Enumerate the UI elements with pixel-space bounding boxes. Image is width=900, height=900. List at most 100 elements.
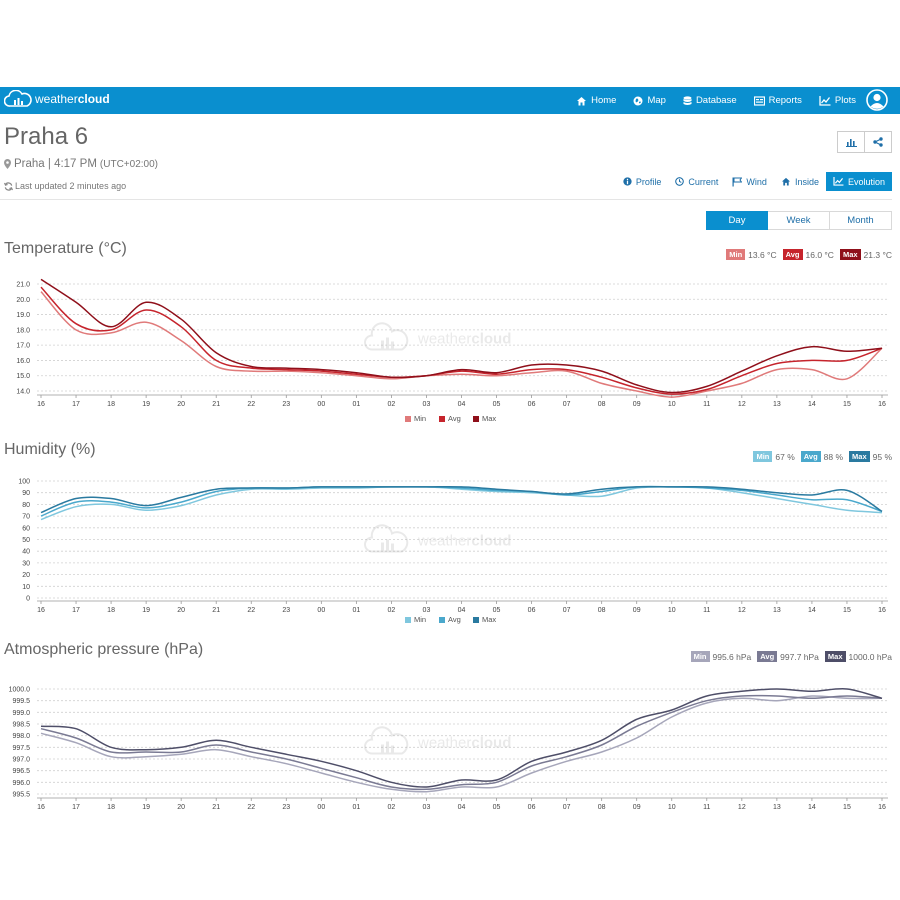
header-divider	[0, 199, 892, 200]
watermark-text-light: weather	[417, 533, 471, 550]
temp-min-value: 13.6 °C	[748, 249, 777, 260]
pressure-series-min-line	[40, 695, 883, 793]
period-week-button[interactable]: Week	[768, 211, 830, 230]
nav-plots[interactable]: Plots	[819, 95, 856, 106]
humidity-series-min-line	[40, 485, 883, 521]
hum-avg-value: 88 %	[823, 451, 844, 462]
tab-profile[interactable]: Profile	[616, 172, 669, 191]
chart-view-button[interactable]	[837, 131, 865, 153]
temp-avg-tag: Avg	[782, 249, 803, 260]
last-updated-text: Last updated 2 minutes ago	[15, 181, 127, 191]
temp-min-tag: Min	[726, 249, 746, 260]
humidity-series-avg-line	[40, 485, 883, 517]
watermark-bar	[391, 341, 394, 349]
temperature-x-tick-label: 11	[703, 401, 710, 408]
temperature-x-tick-label: 09	[633, 401, 641, 408]
pressure-series-max-line	[40, 688, 883, 788]
humidity-y-tick-label: 20	[22, 572, 30, 579]
humidity-title: Humidity (%)	[4, 441, 96, 458]
pressure-y-tick-label: 998.0	[12, 733, 30, 740]
humidity-y-tick-label: 80	[22, 502, 30, 509]
pressure-x-tick-label: 12	[738, 804, 746, 811]
temperature-x-tick-label: 00	[317, 401, 325, 408]
hum-max-tag: Max	[849, 451, 870, 462]
pressure-x-tick-label: 21	[212, 804, 220, 811]
nav-home-label: Home	[591, 95, 617, 106]
temperature-chart: 14.0 15.0 16.0 17.0 18.0 19.0 20.0 21.0 16 17 18 19…	[16, 278, 888, 423]
temperature-series-min-line	[40, 291, 883, 398]
temperature-x-tick-label: 20	[177, 401, 185, 408]
watermark-cloud-icon	[364, 322, 409, 351]
humidity-legend-label-min[interactable]: Min	[414, 615, 426, 624]
period-day-button[interactable]: Day	[706, 211, 768, 230]
temperature-series-max-line	[40, 278, 883, 394]
brand-logo[interactable]: weather cloud	[4, 90, 110, 108]
humidity-x-tick-label: 02	[388, 607, 396, 614]
nav-map-label: Map	[647, 95, 666, 106]
temperature-y-tick-label: 14.0	[16, 389, 30, 396]
period-selector: Day Week Month	[706, 211, 892, 230]
pressure-chart: 995.5 996.0 996.5 997.0 997.5 998.0 998.5 999.0…	[9, 687, 888, 811]
humidity-x-tick-label: 15	[843, 607, 851, 614]
temperature-x-tick-label: 22	[247, 401, 255, 408]
brand-text-bold: cloud	[77, 92, 110, 106]
temperature-x-tick-label: 03	[423, 401, 431, 408]
pressure-y-tick-label: 996.5	[12, 768, 30, 775]
share-button[interactable]	[865, 131, 892, 153]
temperature-x-tick-label: 04	[458, 401, 466, 408]
pressure-x-tick-label: 01	[352, 804, 360, 811]
nav-home[interactable]: Home	[576, 95, 616, 106]
cloud-chart-icon	[4, 90, 32, 107]
humidity-legend-swatch-min	[405, 617, 411, 623]
temperature-x-tick-label: 21	[212, 401, 220, 408]
humidity-x-tick-label: 16	[37, 607, 45, 614]
humidity-legend-label-max[interactable]: Max	[482, 615, 496, 624]
globe-icon	[633, 96, 643, 105]
user-avatar-icon[interactable]	[866, 89, 888, 111]
temperature-legend-label-max[interactable]: Max	[482, 414, 496, 423]
pressure-y-tick-label: 999.5	[12, 698, 30, 705]
period-month-button[interactable]: Month	[830, 211, 892, 230]
temperature-x-tick-label: 17	[72, 401, 80, 408]
watermark-cloud-icon	[364, 726, 409, 755]
pressure-y-tick-label: 1000.0	[9, 687, 31, 694]
temperature-legend-label-min[interactable]: Min	[414, 414, 426, 423]
nav-database[interactable]: Database	[683, 95, 737, 106]
watermark-bar	[381, 744, 384, 753]
temperature-x-tick-label: 19	[142, 401, 150, 408]
temperature-y-tick-label: 19.0	[16, 312, 30, 319]
pressure-x-tick-label: 23	[282, 804, 290, 811]
humidity-y-tick-label: 0	[26, 596, 30, 603]
nav-reports[interactable]: Reports	[753, 95, 802, 106]
temperature-legend-label-avg[interactable]: Avg	[448, 414, 461, 423]
humidity-x-tick-label: 10	[668, 607, 676, 614]
humidity-legend-label-avg[interactable]: Avg	[448, 615, 461, 624]
pressure-x-tick-label: 16	[37, 804, 45, 811]
humidity-x-tick-label: 19	[142, 607, 150, 614]
temperature-x-tick-label: 15	[843, 401, 851, 408]
pressure-x-tick-label: 07	[563, 804, 571, 811]
home-icon	[577, 96, 587, 105]
tab-evolution[interactable]: Evolution	[825, 172, 892, 191]
tab-wind[interactable]: Wind	[725, 172, 774, 191]
pressure-x-tick-label: 17	[72, 804, 80, 811]
temperature-x-tick-label: 06	[528, 401, 536, 408]
line-chart-icon	[833, 177, 844, 186]
watermark-text: weathercloud	[417, 331, 511, 348]
temperature-x-tick-label: 13	[773, 401, 781, 408]
pressure-summary: Min 995.6 hPa Avg 997.7 hPa Max 1000.0 hPa	[685, 651, 892, 662]
temperature-title: Temperature (°C)	[4, 240, 127, 257]
watermark-text-light: weather	[417, 331, 471, 348]
pressure-y-tick-label: 999.0	[12, 710, 30, 717]
tab-current[interactable]: Current	[668, 172, 725, 191]
temperature-summary: Min 13.6 °C Avg 16.0 °C Max 21.3 °C	[720, 249, 892, 260]
pressure-x-tick-label: 15	[843, 804, 851, 811]
watermark-text-bold: cloud	[471, 331, 511, 348]
tab-inside[interactable]: Inside	[774, 172, 826, 191]
humidity-x-tick-label: 07	[563, 607, 571, 614]
refresh-icon	[4, 181, 13, 191]
temperature-x-tick-label: 14	[808, 401, 816, 408]
hum-min-tag: Min	[753, 451, 773, 462]
nav-map[interactable]: Map	[633, 95, 666, 106]
